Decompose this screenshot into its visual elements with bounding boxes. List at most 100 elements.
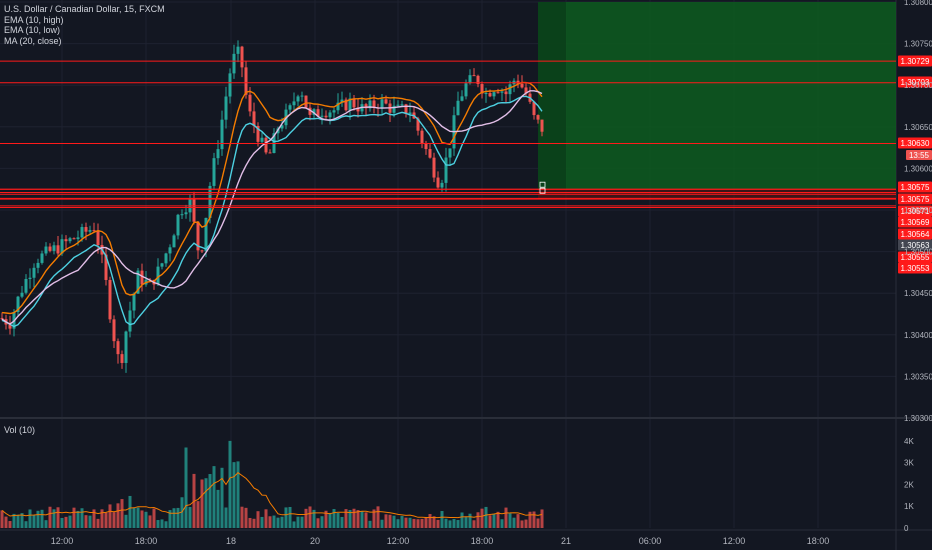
volume-bar xyxy=(160,519,164,528)
ma-close-label[interactable]: MA (20, close) xyxy=(4,35,62,46)
volume-bar xyxy=(440,510,444,528)
candle-body xyxy=(124,331,128,363)
volume-bar xyxy=(488,515,492,528)
candle-body xyxy=(104,254,108,280)
time-tick-label: 21 xyxy=(561,536,571,546)
symbol-title[interactable]: U.S. Dollar / Canadian Dollar, 15, FXCM xyxy=(4,4,165,14)
volume-bar xyxy=(28,509,32,528)
volume-bar xyxy=(228,440,232,528)
volume-ma-line xyxy=(1,472,543,519)
volume-bar xyxy=(336,512,340,528)
candle-body xyxy=(196,221,200,251)
candle-body xyxy=(256,125,260,142)
candle-body xyxy=(36,262,40,268)
volume-bar xyxy=(436,519,440,528)
price-level-tag[interactable] xyxy=(898,181,932,193)
volume-bar xyxy=(332,509,336,528)
volume-bar xyxy=(108,504,112,528)
price-level-tag[interactable] xyxy=(898,216,932,228)
candle-body xyxy=(40,253,44,263)
volume-bar xyxy=(232,462,236,528)
price-level-tag-label: 1.30630 xyxy=(901,139,930,148)
candle-body xyxy=(392,105,396,113)
time-tick-label: 18:00 xyxy=(471,536,494,546)
candle-body xyxy=(440,182,444,188)
candle-body xyxy=(180,214,184,216)
candle-body xyxy=(0,318,4,320)
ema-high-label[interactable]: EMA (10, high) xyxy=(4,14,64,25)
candle-body xyxy=(112,319,116,342)
volume-bar xyxy=(340,516,344,528)
volume-bar xyxy=(128,495,132,528)
candle-body xyxy=(324,115,328,118)
price-level-tag[interactable] xyxy=(898,251,932,263)
volume-bar xyxy=(240,506,244,528)
price-level-tag[interactable] xyxy=(898,55,932,67)
candle-body xyxy=(432,157,436,178)
volume-bar xyxy=(528,511,532,528)
candle-body xyxy=(288,105,292,110)
volume-bar xyxy=(172,508,176,528)
time-tick-label: 12:00 xyxy=(723,536,746,546)
volume-bar xyxy=(380,519,384,528)
candle-body xyxy=(92,230,96,232)
candle-body xyxy=(96,231,100,246)
horizontal-levels[interactable]: 1.30729 1.30703 1.30630 1.30575 1.30575 1.305… xyxy=(0,55,932,274)
candle-body xyxy=(116,341,120,355)
price-level-tag[interactable] xyxy=(898,262,932,274)
volume-bar xyxy=(424,517,428,528)
volume-bar xyxy=(448,520,452,528)
time-tick-label: 18:00 xyxy=(807,536,830,546)
volume-bar xyxy=(432,516,436,528)
volume-bar xyxy=(292,521,296,528)
price-level-tag[interactable] xyxy=(898,205,932,217)
volume-bar xyxy=(148,515,152,528)
volume-bar xyxy=(16,514,20,528)
candle-body xyxy=(496,92,500,94)
candle-body xyxy=(352,98,356,108)
price-level-tag[interactable] xyxy=(898,193,932,205)
position-handle[interactable] xyxy=(539,187,546,194)
candle-body xyxy=(380,99,384,109)
volume-label[interactable]: Vol (10) xyxy=(4,425,36,435)
volume-bar xyxy=(88,515,92,528)
volume-bar xyxy=(52,509,56,528)
candle-body xyxy=(268,152,272,154)
volume-bar xyxy=(304,508,308,528)
volume-bar xyxy=(24,521,28,528)
price-level-tag[interactable] xyxy=(898,76,932,88)
profit-zone-edge xyxy=(538,2,566,190)
candle-body xyxy=(232,53,236,74)
candle-body xyxy=(444,157,448,183)
volume-bar xyxy=(92,509,96,528)
position-zones xyxy=(538,2,896,200)
price-level-tag-label: 1.30564 xyxy=(901,230,930,239)
volume-bar xyxy=(40,509,44,528)
volume-bar xyxy=(8,521,12,528)
candle-body xyxy=(368,100,372,109)
volume-bar xyxy=(520,520,524,528)
candle-body xyxy=(264,137,268,153)
candle-body xyxy=(524,87,528,94)
volume-bar xyxy=(348,510,352,528)
volume-bar xyxy=(208,474,212,528)
volume-bar xyxy=(272,515,276,528)
volume-bar xyxy=(248,517,252,528)
volume-bar xyxy=(224,507,228,528)
price-level-tag[interactable] xyxy=(898,228,932,240)
candle-body xyxy=(76,237,80,240)
price-level-tag-label: 1.30569 xyxy=(901,218,930,227)
volume-bar xyxy=(352,508,356,528)
volume-bar xyxy=(284,507,288,528)
price-level-tag[interactable] xyxy=(898,239,932,251)
volume-bars xyxy=(0,440,544,528)
volume-bar xyxy=(132,507,136,528)
candle-body xyxy=(460,96,464,101)
volume-bar xyxy=(120,499,124,528)
price-level-tag[interactable] xyxy=(898,137,932,149)
volume-bar xyxy=(64,516,68,528)
volume-bar xyxy=(320,516,324,528)
position-handle[interactable] xyxy=(539,181,546,188)
ema-low-label[interactable]: EMA (10, low) xyxy=(4,25,61,35)
